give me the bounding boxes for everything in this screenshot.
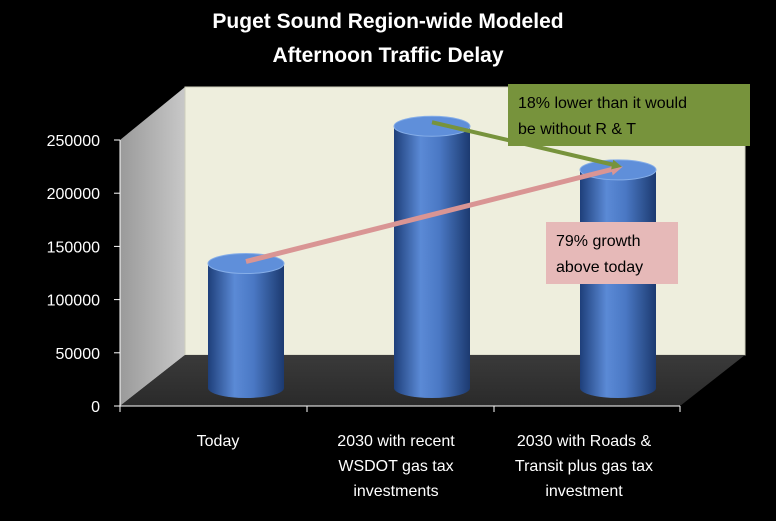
y-tick-label: 250000 (47, 133, 100, 150)
bar (393, 115, 471, 399)
chart-title-line-2: Afternoon Traffic Delay (272, 44, 503, 67)
category-label: WSDOT gas tax (338, 458, 453, 475)
bar-body (208, 263, 284, 398)
annotation-pink-box (546, 222, 678, 284)
y-tick-label: 0 (91, 399, 100, 416)
category-label: investment (545, 483, 623, 500)
annotation-pink-text: 79% growth (556, 233, 641, 250)
y-ticks: 0 50000 100000 150000 200000 250000 (47, 133, 681, 416)
category-label: Today (197, 433, 240, 450)
bar-body (394, 126, 470, 399)
y-tick-label: 200000 (47, 186, 100, 203)
annotation-green: 18% lower than it would be without R & T (508, 84, 750, 146)
bar-top (393, 115, 471, 137)
bar (207, 253, 285, 398)
annotation-green-text: 18% lower than it would (518, 95, 687, 112)
category-label: 2030 with recent (337, 433, 455, 450)
category-label: 2030 with Roads & (517, 433, 652, 450)
annotation-green-box (508, 84, 750, 146)
annotation-pink-text: above today (556, 259, 643, 276)
y-tick-label: 50000 (56, 346, 101, 363)
side-wall (120, 87, 185, 406)
y-tick-label: 100000 (47, 293, 100, 310)
category-label: Transit plus gas tax (515, 458, 653, 475)
chart-title-line-1: Puget Sound Region-wide Modeled (212, 10, 563, 33)
annotation-pink: 79% growth above today (546, 222, 678, 284)
y-tick-label: 150000 (47, 239, 100, 256)
annotations: 18% lower than it would be without R & T 7… (245, 84, 750, 284)
category-labels: Today 2030 with recent WSDOT gas tax invest… (197, 433, 653, 500)
growth-arrow (245, 163, 623, 264)
annotation-green-text: be without R & T (518, 121, 636, 138)
category-label: investments (353, 483, 438, 500)
